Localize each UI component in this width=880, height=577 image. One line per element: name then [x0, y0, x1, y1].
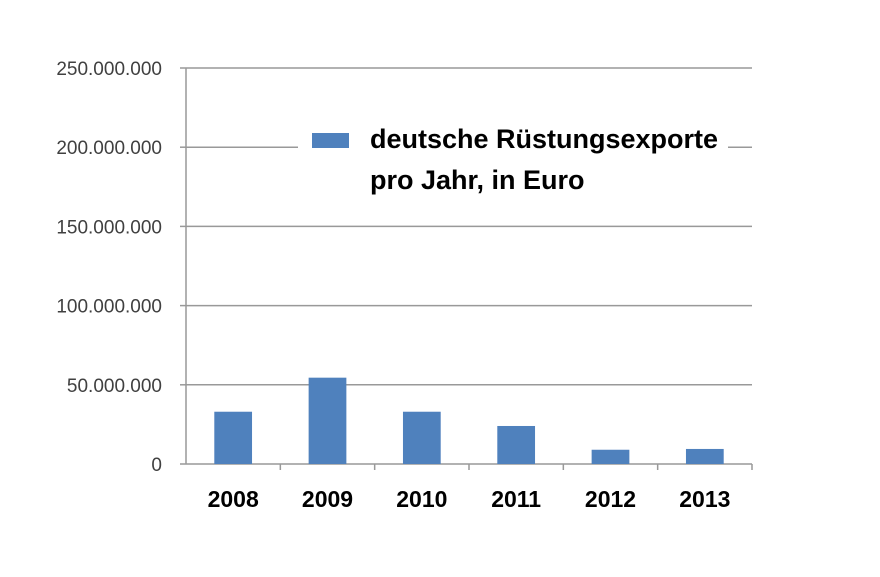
x-tick-label: 2009: [302, 486, 353, 512]
bar-2013: [685, 448, 724, 464]
gridlines: [186, 67, 752, 386]
legend-label-line-2: pro Jahr, in Euro: [370, 165, 585, 195]
y-tick-labels: 0 50.000.000 100.000.000 150.000.000 200.000…: [56, 59, 162, 476]
legend: deutsche Rüstungsexporte pro Jahr, in Eu…: [298, 118, 728, 203]
axes: [180, 67, 753, 470]
bar-2012: [591, 449, 630, 464]
y-tick-label: 50.000.000: [67, 376, 162, 397]
x-tick-labels: 2008 2009 2010 2011 2012 2013: [208, 486, 731, 512]
x-tick-label: 2011: [491, 486, 541, 512]
bar-2008: [214, 411, 253, 464]
bars: [214, 377, 724, 464]
legend-swatch: [312, 133, 349, 148]
legend-background: [298, 118, 728, 203]
y-tick-label: 250.000.000: [56, 59, 162, 80]
x-tick-label: 2010: [396, 486, 447, 512]
y-tick-label: 200.000.000: [56, 138, 162, 159]
x-tick-label: 2008: [208, 486, 259, 512]
x-tick-label: 2013: [679, 486, 730, 512]
y-tick-label: 100.000.000: [56, 297, 162, 318]
legend-label-line-1: deutsche Rüstungsexporte: [370, 124, 718, 154]
y-tick-label: 0: [151, 455, 162, 476]
bar-2011: [497, 425, 536, 464]
bar-2009: [308, 377, 347, 464]
x-tick-label: 2012: [585, 486, 636, 512]
y-tick-label: 150.000.000: [56, 217, 162, 238]
bar-2010: [402, 411, 441, 464]
